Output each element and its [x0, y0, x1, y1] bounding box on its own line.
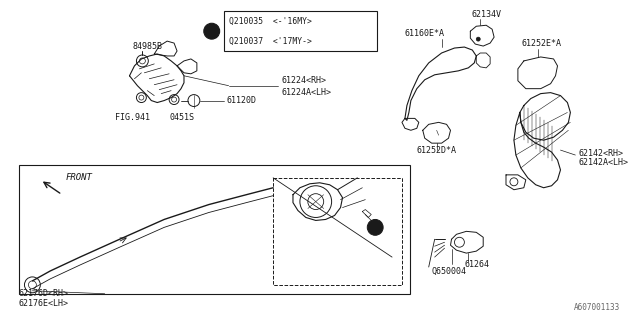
Text: 0451S: 0451S [169, 113, 194, 122]
Text: 84985B: 84985B [132, 42, 163, 51]
Text: 62142A<LH>: 62142A<LH> [579, 158, 628, 167]
Text: 62176E<LH>: 62176E<LH> [19, 299, 68, 308]
Text: Q210035  <-'16MY>: Q210035 <-'16MY> [228, 17, 312, 26]
Text: 62142<RH>: 62142<RH> [579, 148, 623, 157]
Text: 62176D<RH>: 62176D<RH> [19, 289, 68, 298]
Circle shape [204, 23, 220, 39]
FancyBboxPatch shape [273, 178, 402, 285]
Text: 61252D*A: 61252D*A [417, 146, 457, 155]
Text: 61224<RH>: 61224<RH> [281, 76, 326, 85]
Text: 1: 1 [372, 223, 378, 232]
Text: FIG.941: FIG.941 [115, 113, 150, 122]
Text: 1: 1 [209, 27, 214, 36]
Circle shape [367, 220, 383, 235]
Text: Q650004: Q650004 [432, 267, 467, 276]
FancyBboxPatch shape [19, 165, 410, 294]
FancyBboxPatch shape [223, 12, 377, 51]
Text: Q210037  <'17MY->: Q210037 <'17MY-> [228, 36, 312, 46]
Text: FRONT: FRONT [65, 173, 92, 182]
Text: 61264: 61264 [465, 260, 490, 268]
Text: 61252E*A: 61252E*A [522, 39, 562, 48]
Text: 62134V: 62134V [471, 10, 501, 19]
Text: 61160E*A: 61160E*A [405, 29, 445, 38]
Text: A607001133: A607001133 [573, 303, 620, 312]
Text: 61224A<LH>: 61224A<LH> [281, 88, 331, 97]
Circle shape [476, 37, 480, 41]
Text: 61120D: 61120D [227, 96, 257, 105]
